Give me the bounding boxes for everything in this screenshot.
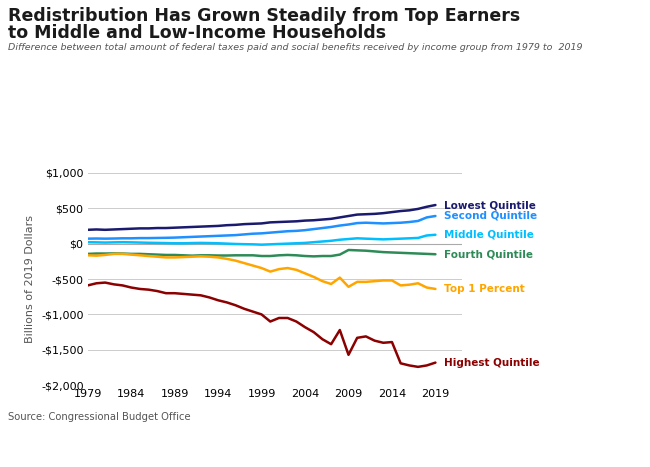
Text: Fourth Quintile: Fourth Quintile bbox=[444, 249, 533, 259]
Y-axis label: Billions of 2019 Dollars: Billions of 2019 Dollars bbox=[25, 215, 35, 343]
Text: Highest Quintile: Highest Quintile bbox=[444, 358, 540, 368]
Text: TAX FOUNDATION: TAX FOUNDATION bbox=[8, 444, 140, 457]
Text: to Middle and Low-Income Households: to Middle and Low-Income Households bbox=[8, 24, 387, 42]
Text: Lowest Quintile: Lowest Quintile bbox=[444, 200, 536, 210]
Text: Redistribution Has Grown Steadily from Top Earners: Redistribution Has Grown Steadily from T… bbox=[8, 7, 521, 25]
Text: Difference between total amount of federal taxes paid and social benefits receiv: Difference between total amount of feder… bbox=[8, 43, 583, 52]
Text: Top 1 Percent: Top 1 Percent bbox=[444, 284, 525, 294]
Text: @TaxFoundation: @TaxFoundation bbox=[539, 444, 642, 457]
Text: Middle Quintile: Middle Quintile bbox=[444, 230, 534, 240]
Text: Second Quintile: Second Quintile bbox=[444, 211, 538, 221]
Text: Source: Congressional Budget Office: Source: Congressional Budget Office bbox=[8, 412, 191, 422]
